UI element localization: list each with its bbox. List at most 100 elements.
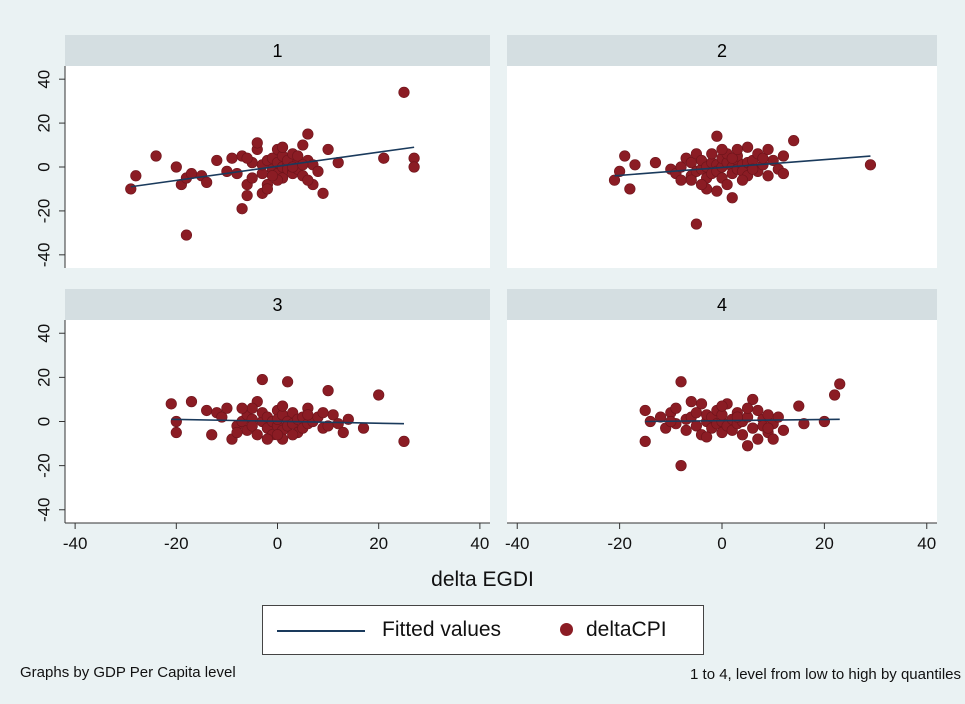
x-tick-label: -20	[164, 534, 189, 553]
data-point	[302, 409, 314, 421]
y-tick-label: 0	[34, 162, 53, 171]
data-point	[619, 150, 631, 162]
data-point	[231, 426, 243, 439]
legend-deltacpi-marker	[560, 623, 573, 636]
data-point	[251, 429, 263, 441]
data-point	[125, 183, 137, 195]
panel-header	[507, 289, 937, 320]
data-point	[241, 152, 253, 164]
data-point	[231, 167, 243, 180]
data-point	[721, 178, 733, 191]
data-point	[266, 170, 279, 182]
data-point	[332, 418, 344, 430]
data-point	[408, 161, 420, 173]
data-point	[322, 385, 334, 397]
data-point	[675, 174, 687, 186]
data-point	[726, 152, 738, 164]
panel-header	[507, 35, 937, 66]
data-point	[282, 376, 294, 388]
data-point	[337, 426, 349, 439]
data-point	[685, 174, 697, 186]
data-point	[741, 440, 754, 452]
panel-header	[65, 35, 490, 66]
data-point	[767, 433, 779, 445]
data-point	[378, 152, 390, 164]
data-point	[747, 393, 759, 406]
data-point	[798, 418, 810, 430]
x-tick-label: 40	[917, 534, 936, 553]
data-point	[271, 429, 284, 441]
x-tick-label: 0	[717, 534, 726, 553]
data-point	[246, 172, 258, 184]
data-point	[165, 398, 177, 410]
data-point	[221, 165, 233, 177]
data-point	[221, 402, 233, 414]
data-point	[649, 157, 662, 169]
panel-3: 3 -40 -20 0 20 40 -40 -20 0 20 40	[34, 289, 490, 553]
data-point	[731, 143, 743, 156]
data-point	[624, 183, 636, 195]
fitted-line	[645, 418, 840, 423]
data-point	[711, 130, 723, 142]
data-point	[639, 435, 651, 447]
data-point	[680, 424, 692, 436]
x-axis-title: delta EGDI	[431, 568, 534, 591]
data-point	[206, 429, 218, 441]
data-point	[706, 148, 718, 160]
y-tick-label: -40	[34, 243, 53, 268]
y-tick-label: 20	[34, 114, 53, 133]
data-point	[292, 150, 304, 162]
data-point	[777, 150, 790, 162]
data-point	[322, 143, 334, 156]
data-point	[246, 402, 258, 414]
data-point	[629, 159, 641, 171]
data-point	[793, 400, 805, 412]
panel-title: 2	[717, 41, 727, 61]
data-point	[211, 154, 223, 167]
data-point	[711, 185, 723, 197]
data-point	[236, 203, 248, 215]
data-point	[829, 389, 841, 401]
y-tick-label: -20	[34, 453, 53, 478]
data-point	[614, 165, 626, 177]
data-point	[788, 135, 800, 147]
y-tick-label: 0	[34, 417, 53, 426]
data-point	[864, 159, 877, 171]
data-point	[201, 176, 213, 188]
data-point	[736, 174, 749, 186]
data-point	[675, 460, 687, 472]
data-point	[685, 396, 697, 408]
data-point	[726, 192, 738, 204]
legend-label-fitted: Fitted values	[382, 618, 502, 641]
panel-title: 3	[272, 295, 282, 315]
y-tick-label: -20	[34, 199, 53, 224]
data-point	[201, 404, 213, 417]
data-point	[757, 152, 769, 164]
x-tick-label: 20	[815, 534, 834, 553]
legend-fitted-line	[277, 630, 365, 632]
data-point	[261, 433, 273, 445]
data-point	[276, 400, 289, 412]
data-point	[654, 411, 667, 423]
data-point	[312, 165, 324, 177]
fitted-line	[171, 418, 405, 425]
data-point	[777, 424, 790, 436]
data-point	[185, 396, 198, 408]
data-point	[226, 152, 238, 164]
data-point	[261, 183, 273, 195]
data-point	[398, 435, 410, 447]
data-point	[297, 159, 309, 171]
data-point	[747, 163, 759, 175]
data-point	[818, 415, 830, 428]
x-tick-label: -20	[607, 534, 632, 553]
data-point	[695, 398, 708, 410]
data-point	[639, 404, 651, 417]
fitted-line	[614, 155, 871, 177]
data-point	[777, 167, 790, 180]
data-point	[752, 433, 764, 445]
data-point	[317, 187, 329, 199]
data-point	[373, 389, 385, 401]
data-point	[398, 86, 410, 98]
data-point	[736, 429, 749, 441]
panel-title: 1	[272, 41, 282, 61]
